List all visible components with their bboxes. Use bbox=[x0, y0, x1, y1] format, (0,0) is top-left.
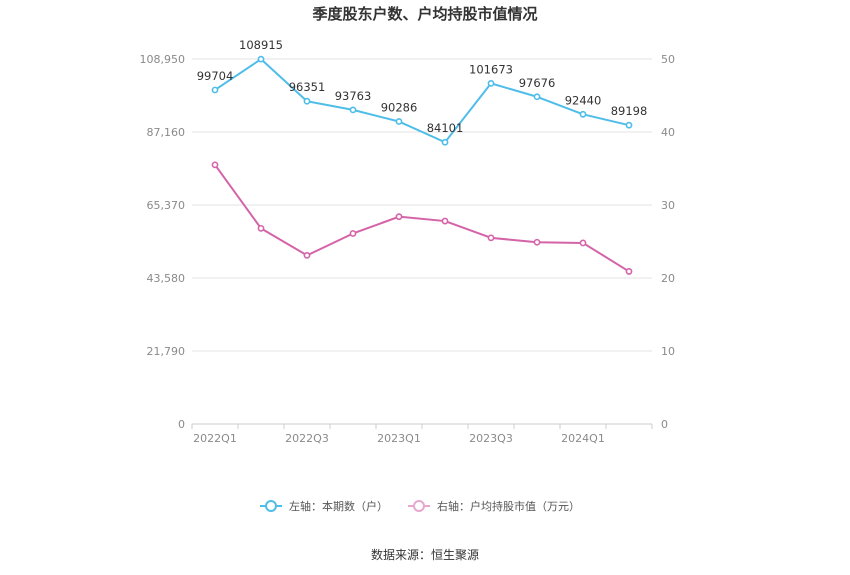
data-point bbox=[303, 97, 311, 105]
y-left-tick-label: 65,370 bbox=[147, 199, 186, 212]
series-line-2 bbox=[214, 164, 630, 273]
series-line-1 bbox=[214, 58, 630, 144]
data-label: 99704 bbox=[197, 69, 234, 83]
y-left-tick-label: 108,950 bbox=[140, 53, 186, 66]
data-point bbox=[441, 138, 449, 146]
x-tick-label: 2023Q3 bbox=[469, 432, 513, 445]
y-left-tick-label: 0 bbox=[178, 418, 185, 431]
y-right-tick-label: 50 bbox=[661, 53, 675, 66]
y-left-tick-label: 87,160 bbox=[147, 126, 186, 139]
data-point bbox=[487, 79, 495, 87]
legend-item-1[interactable]: 左轴：本期数（户） bbox=[260, 499, 388, 513]
data-point bbox=[395, 118, 403, 125]
data-point bbox=[579, 239, 587, 247]
data-point bbox=[349, 106, 357, 114]
x-tick-label: 2023Q1 bbox=[377, 432, 421, 445]
chart-title: 季度股东户数、户均持股市值情况 bbox=[312, 5, 537, 23]
data-point bbox=[487, 234, 495, 242]
legend-label: 右轴：户均持股市值（万元） bbox=[437, 499, 580, 513]
y-left-tick-label: 21,790 bbox=[147, 345, 186, 358]
data-label: 101673 bbox=[469, 62, 513, 76]
y-right-tick-label: 40 bbox=[661, 126, 675, 139]
data-point bbox=[441, 217, 449, 225]
y-right-tick-label: 0 bbox=[661, 418, 668, 431]
data-point bbox=[625, 121, 633, 129]
data-point bbox=[257, 55, 265, 63]
legend-marker bbox=[413, 500, 425, 512]
x-tick-label: 2024Q1 bbox=[561, 432, 605, 445]
data-point bbox=[303, 251, 311, 259]
y-right-tick-label: 20 bbox=[661, 272, 675, 285]
data-source: 数据来源：恒生聚源 bbox=[371, 547, 479, 562]
y-right-tick-label: 10 bbox=[661, 345, 675, 358]
legend-item-2[interactable]: 右轴：户均持股市值（万元） bbox=[408, 499, 580, 513]
axes: 0 0 21,790 10 43,580 20 65,370 30 87,160 40 108,95… bbox=[140, 53, 676, 445]
x-tick-label: 2022Q3 bbox=[285, 432, 329, 445]
y-left-tick-label: 43,580 bbox=[147, 272, 186, 285]
data-point bbox=[211, 86, 219, 94]
legend-marker bbox=[265, 500, 277, 512]
data-label: 90286 bbox=[381, 101, 418, 115]
data-point bbox=[625, 268, 633, 275]
series-layer: 99704 108915 96351 93763 90286 84101 101673 976… bbox=[197, 38, 648, 275]
data-point bbox=[211, 161, 219, 169]
legend-label: 左轴：本期数（户） bbox=[289, 499, 388, 513]
y-right-tick-label: 30 bbox=[661, 199, 675, 212]
data-point bbox=[257, 224, 265, 232]
data-point bbox=[349, 230, 357, 237]
data-point bbox=[395, 213, 403, 221]
legend[interactable]: 左轴：本期数（户） 右轴：户均持股市值（万元） bbox=[260, 499, 580, 513]
data-label: 108915 bbox=[239, 38, 283, 52]
data-label: 93763 bbox=[335, 89, 372, 103]
data-label: 96351 bbox=[289, 80, 326, 94]
data-point bbox=[579, 110, 587, 118]
data-label: 89198 bbox=[611, 104, 648, 118]
data-point bbox=[533, 93, 541, 101]
data-point bbox=[533, 238, 541, 246]
data-label: 84101 bbox=[427, 121, 464, 135]
data-label: 97676 bbox=[519, 76, 556, 90]
data-label: 92440 bbox=[565, 93, 602, 107]
x-tick-label: 2022Q1 bbox=[193, 432, 237, 445]
